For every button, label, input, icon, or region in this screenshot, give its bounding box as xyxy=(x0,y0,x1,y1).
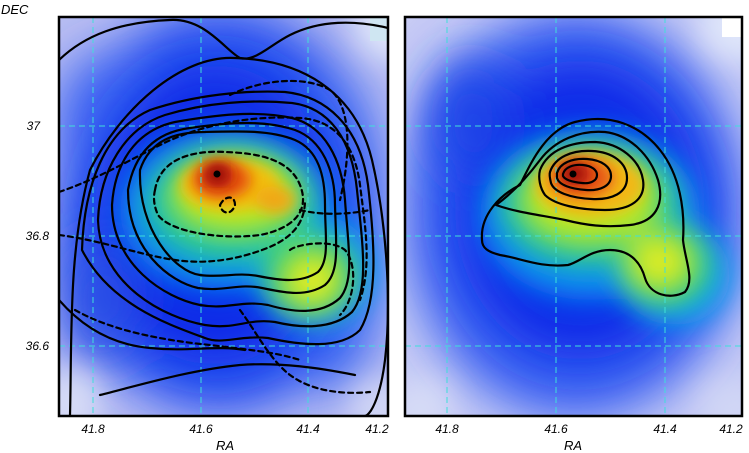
left-ytick-label: 36.6 xyxy=(26,339,50,353)
left-xtick-label: 41.4 xyxy=(296,422,320,436)
right-contour-4 xyxy=(548,149,629,201)
right-contour-1 xyxy=(480,118,691,297)
right-heatmap xyxy=(405,17,742,416)
right-xlabel: RA xyxy=(564,438,582,453)
left-ylabel: DEC xyxy=(1,2,29,17)
right-contour-6 xyxy=(561,163,599,185)
left-xtick-label: 41.6 xyxy=(189,422,213,436)
right-xtick-label: 41.6 xyxy=(544,422,568,436)
right-frame xyxy=(403,15,744,418)
right-contour-2 xyxy=(494,130,662,228)
left-panel xyxy=(57,15,390,418)
left-contour-solid-3 xyxy=(96,100,365,328)
left-contour-dashed-3 xyxy=(152,150,305,238)
left-contour-solid-bottom xyxy=(98,363,357,397)
right-contour-5 xyxy=(555,157,613,192)
right-contour-3 xyxy=(538,140,645,212)
left-ytick-label: 37 xyxy=(27,119,42,133)
left-contour-dashed-1 xyxy=(59,116,368,302)
left-contour-dashed-2 xyxy=(59,198,307,263)
right-grid xyxy=(405,17,742,416)
right-contours xyxy=(480,118,691,297)
left-frame xyxy=(57,15,390,418)
right-panel xyxy=(403,15,744,418)
left-contour-solid-top xyxy=(59,18,388,62)
left-contour-dashed-5 xyxy=(228,79,349,202)
right-xtick-label: 41.2 xyxy=(719,422,743,436)
left-contours xyxy=(59,18,388,416)
left-contour-solid-5 xyxy=(126,121,338,295)
left-xtick-label: 41.8 xyxy=(81,422,105,436)
left-contour-dashed-9 xyxy=(73,308,302,362)
left-contour-dashed-4 xyxy=(218,196,237,214)
left-contour-solid-4 xyxy=(110,112,351,312)
right-xtick-label: 41.4 xyxy=(653,422,677,436)
left-contour-dashed-8 xyxy=(238,308,372,394)
left-contour-solid-2 xyxy=(80,90,375,346)
left-contour-solid-low xyxy=(59,298,247,352)
left-xlabel: RA xyxy=(216,438,234,453)
right-xtick-label: 41.8 xyxy=(435,422,459,436)
left-contour-dashed-7 xyxy=(298,208,372,215)
left-contour-dashed-6 xyxy=(288,242,355,317)
left-ytick-label: 36.8 xyxy=(26,229,50,243)
left-contour-solid-6 xyxy=(138,130,328,282)
left-heatmap xyxy=(59,17,388,416)
left-xtick-label: 41.2 xyxy=(365,422,389,436)
